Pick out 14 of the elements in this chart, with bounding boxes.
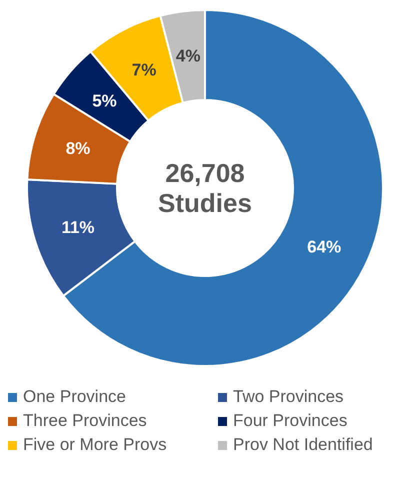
legend-label: Three Provinces <box>23 411 147 431</box>
data-label: 11% <box>61 218 95 237</box>
legend-label: Two Provinces <box>233 387 344 407</box>
legend-label: Five or More Provs <box>23 435 167 455</box>
legend-label: Prov Not Identified <box>233 435 373 455</box>
data-label: 8% <box>66 139 90 158</box>
data-label: 5% <box>92 91 117 110</box>
text: 26,708 <box>165 158 245 188</box>
text: Studies <box>158 188 252 218</box>
legend-label: One Province <box>23 387 126 407</box>
data-label: 4% <box>176 46 200 66</box>
legend-label: Four Provinces <box>233 411 348 431</box>
data-label: 64% <box>307 238 342 257</box>
data-label: 7% <box>132 60 156 80</box>
